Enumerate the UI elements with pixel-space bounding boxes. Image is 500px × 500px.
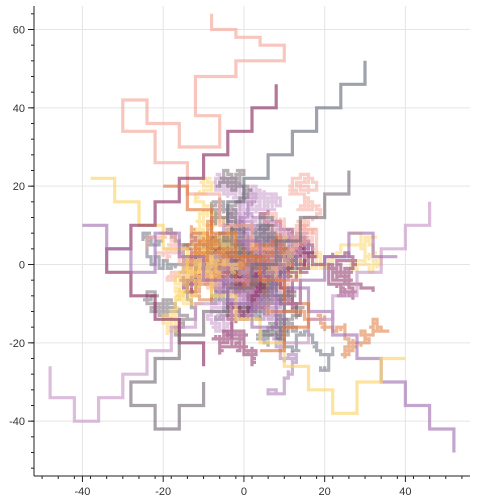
y-tick-label: 40 [13, 103, 25, 115]
walk-series-group [48, 13, 456, 453]
y-tick-label: -20 [9, 338, 25, 350]
y-tick-label: 0 [19, 260, 25, 272]
x-tick-label: 0 [241, 486, 247, 498]
y-tick-label: -40 [9, 416, 25, 428]
y-tick-label: 20 [13, 181, 25, 193]
walk-line [82, 223, 398, 329]
x-tick-label: -20 [155, 486, 171, 498]
x-tick-label: -40 [74, 486, 90, 498]
walk-line [235, 239, 456, 453]
axes: -40 -20 0 20 40 -40 -20 0 20 40 60 [9, 6, 470, 498]
walk-line [210, 168, 262, 270]
walk-line [48, 278, 244, 423]
walk-line [161, 248, 250, 335]
walk-line [129, 170, 351, 431]
walk-line [163, 184, 311, 353]
y-tick-label: 60 [13, 25, 25, 37]
walk-line [105, 84, 278, 367]
x-tick-label: 40 [399, 486, 411, 498]
walk-line [121, 13, 302, 304]
x-tick-label: 20 [319, 486, 331, 498]
walk-line [226, 60, 367, 226]
